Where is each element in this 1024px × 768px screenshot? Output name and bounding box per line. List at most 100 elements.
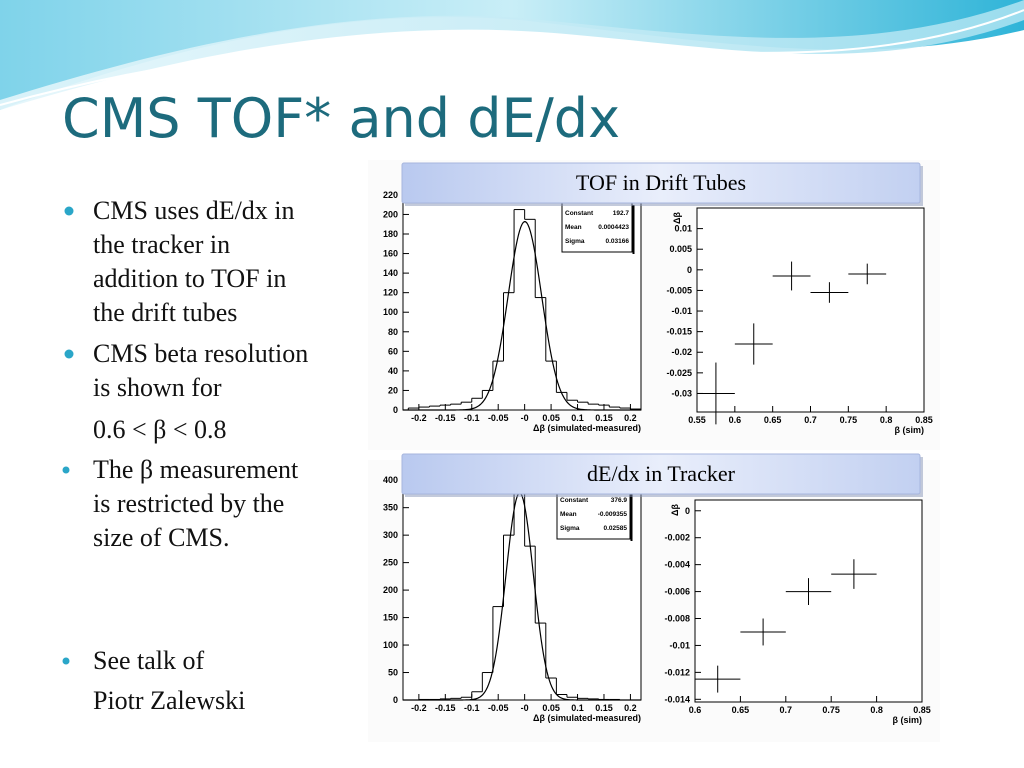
y-tick-label: 50 — [388, 668, 398, 678]
bullet-dot — [64, 206, 74, 216]
y-tick-label: -0.008 — [664, 614, 690, 624]
stats-label: Mean — [565, 224, 582, 231]
x-tick-label: -0.2 — [411, 413, 427, 423]
x-tick-label: -0.15 — [435, 703, 456, 713]
y-axis-label: Δβ — [670, 504, 680, 516]
bullet-continuation: 0.6 < β < 0.8 — [93, 415, 227, 444]
y-tick-label: 40 — [388, 366, 398, 376]
x-tick-label: 0.75 — [822, 705, 840, 715]
panel-label: dE/dx in Tracker — [401, 453, 923, 497]
x-tick-label: 0.55 — [688, 415, 706, 425]
x-tick-label: -0.15 — [435, 413, 456, 423]
stats-label: Sigma — [565, 238, 585, 245]
y-tick-label: 120 — [383, 288, 398, 298]
stats-label: Sigma — [560, 525, 580, 532]
stats-box — [556, 489, 631, 540]
bullet-line: the tracker in — [93, 230, 230, 259]
charts: -0.2 -0.15 -0.1 -0.05 -0 0.05 0.1 0.15 0.2 0 20 40 6… — [383, 189, 933, 725]
stats-label: Constant — [565, 210, 594, 217]
y-tick-label: 0.01 — [674, 224, 692, 234]
bullet-line: size of CMS. — [93, 523, 230, 552]
x-tick-label: 0.6 — [729, 415, 742, 425]
bullet-list: CMS uses dE/dx in the tracker in additio… — [62, 196, 308, 715]
x-tick-label: 0.65 — [732, 705, 750, 715]
bullet-line: is shown for — [93, 373, 222, 402]
stats-value: 0.0004423 — [598, 224, 629, 231]
y-tick-label: 220 — [383, 190, 398, 200]
x-axis-label: β (sim) — [893, 715, 923, 725]
y-tick-label: -0.01 — [671, 306, 692, 316]
y-tick-label: -0.01 — [669, 640, 690, 650]
y-tick-label: 0 — [393, 405, 398, 415]
x-tick-label: 0.7 — [780, 705, 793, 715]
stats-box — [561, 202, 633, 253]
bullet-continuation: Piotr Zalewski — [93, 686, 245, 715]
bullet-line: CMS beta resolution — [93, 339, 308, 368]
bullet-line: See talk of — [93, 646, 205, 675]
bullet-line: is restricted by the — [93, 489, 284, 518]
y-tick-label: 400 — [383, 475, 398, 485]
y-tick-label: -0.03 — [671, 388, 692, 398]
stats-label: Mean — [560, 511, 577, 518]
y-tick-label: 180 — [383, 229, 398, 239]
y-tick-label: 20 — [388, 385, 398, 395]
y-tick-label: -0.025 — [666, 368, 692, 378]
bullet-line: the drift tubes — [93, 298, 237, 327]
bullet-line: The β measurement — [93, 455, 299, 484]
x-axis-label: Δβ (simulated-measured) — [533, 423, 641, 433]
stats-label: Constant — [560, 497, 589, 504]
x-tick-label: 0.1 — [571, 413, 584, 423]
y-tick-label: 0 — [687, 265, 692, 275]
y-tick-label: -0.004 — [664, 560, 690, 570]
bullet-dot — [62, 657, 70, 665]
plot-frame — [696, 207, 925, 413]
bullet-dot — [62, 466, 70, 474]
stats-value: 376.9 — [611, 497, 628, 504]
x-tick-label: 0.05 — [542, 703, 560, 713]
stats-value: 0.02585 — [604, 525, 628, 532]
x-tick-label: 0.85 — [915, 415, 933, 425]
x-tick-label: 0.6 — [689, 705, 702, 715]
x-tick-label: -0.05 — [488, 413, 509, 423]
x-tick-label: 0.2 — [624, 703, 637, 713]
x-tick-label: 0.85 — [913, 705, 931, 715]
y-tick-label: 160 — [383, 249, 398, 259]
panel-title: dE/dx in Tracker — [587, 461, 736, 486]
x-tick-label: -0.1 — [464, 413, 480, 423]
x-tick-label: 0.1 — [571, 703, 584, 713]
y-tick-label: 0.005 — [669, 244, 692, 254]
y-tick-label: 100 — [383, 640, 398, 650]
bullet-dot — [64, 349, 74, 359]
y-tick-label: -0.02 — [671, 347, 692, 357]
x-tick-label: 0.15 — [595, 413, 613, 423]
x-axis-label: Δβ (simulated-measured) — [533, 713, 641, 723]
y-tick-label: -0.015 — [666, 327, 692, 337]
y-tick-label: 100 — [383, 307, 398, 317]
y-tick-label: -0.002 — [664, 533, 690, 543]
y-tick-label: -0.005 — [666, 285, 692, 295]
plot-frame — [402, 189, 642, 411]
x-tick-label: -0.05 — [488, 703, 509, 713]
panel-label: TOF in Drift Tubes — [401, 162, 923, 206]
y-tick-label: 140 — [383, 268, 398, 278]
y-tick-label: 150 — [383, 613, 398, 623]
stats-value: 0.03166 — [606, 238, 630, 245]
x-tick-label: 0.7 — [804, 415, 817, 425]
x-tick-label: -0.2 — [411, 703, 427, 713]
x-axis-label: β (sim) — [895, 425, 925, 435]
slide-title: CMS TOF* and dE/dx — [62, 87, 620, 150]
x-tick-label: 0.2 — [624, 413, 637, 423]
x-tick-label: 0.8 — [870, 705, 883, 715]
header-wave — [0, 0, 1024, 110]
x-tick-label: -0 — [521, 413, 529, 423]
y-tick-label: 80 — [388, 327, 398, 337]
x-tick-label: 0.75 — [840, 415, 858, 425]
x-tick-label: -0.1 — [464, 703, 480, 713]
y-tick-label: 300 — [383, 530, 398, 540]
x-tick-label: 0.15 — [595, 703, 613, 713]
stats-value: 192.7 — [613, 210, 630, 217]
y-tick-label: 0 — [685, 506, 690, 516]
bullet-line: addition to TOF in — [93, 264, 286, 293]
y-tick-label: -0.014 — [664, 694, 690, 704]
